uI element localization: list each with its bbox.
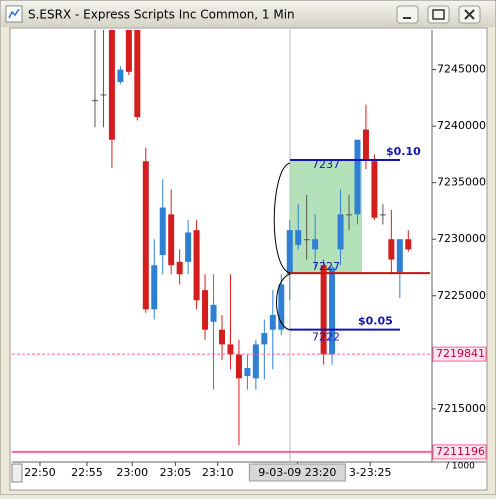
window-buttons	[396, 5, 481, 24]
candle-body	[219, 329, 225, 345]
window-title: S.ESRX - Express Scripts Inc Common, 1 M…	[28, 8, 295, 22]
y-tick-label: 7230000	[437, 232, 486, 245]
candle-body	[379, 214, 386, 216]
price-annotation: 7237	[312, 158, 340, 171]
candle-body	[151, 265, 158, 310]
level-label: $0.10	[386, 145, 421, 158]
app-icon-graph	[8, 8, 20, 19]
candle-body	[346, 214, 353, 216]
candle-body	[362, 129, 369, 161]
candle-body	[388, 239, 395, 260]
x-tick-label: 23:10	[202, 466, 234, 479]
x-tick-label: 23:00	[116, 466, 148, 479]
candle-body	[142, 161, 149, 310]
candle-body	[91, 100, 98, 102]
candle-body	[312, 239, 319, 250]
candle-body	[117, 69, 124, 83]
candle-body	[396, 239, 403, 273]
candle-body	[185, 232, 192, 262]
candle-body	[295, 230, 302, 245]
bracket	[276, 273, 291, 331]
price-marker-label: 7211196	[436, 445, 485, 458]
plot	[91, 30, 412, 446]
candle-body	[210, 304, 217, 322]
x-tick-label: 22:50	[24, 466, 56, 479]
scale-label: / 1000	[446, 462, 475, 472]
y-tick-label: 7245000	[437, 63, 486, 76]
y-tick-label: 7240000	[437, 119, 486, 132]
candle-body	[286, 230, 293, 275]
y-tick-label: 7235000	[437, 176, 486, 189]
maximize-icon	[432, 9, 445, 20]
minimize-button[interactable]	[396, 5, 419, 24]
x-tick-label: 3-23:25	[349, 466, 392, 479]
candle-body	[278, 284, 285, 330]
x-tick-label: 9-03-09 23:20	[258, 466, 336, 479]
candle-body	[261, 333, 268, 345]
price-marker-box	[432, 444, 487, 460]
maximize-button[interactable]	[427, 5, 450, 24]
chart-area	[9, 27, 488, 491]
range-box	[290, 160, 362, 274]
candle-body	[320, 265, 327, 355]
candle-body	[134, 30, 141, 118]
y-tick-label: 7215000	[437, 402, 486, 415]
candle-body	[269, 314, 276, 330]
candle-body	[337, 214, 344, 250]
x-tick-label: 22:55	[71, 466, 103, 479]
candle-body	[193, 230, 200, 301]
candle-body	[176, 261, 183, 275]
candle-body	[227, 344, 234, 355]
y-tick-label: 7225000	[437, 289, 486, 302]
candle-body	[100, 94, 107, 96]
candle-body	[108, 30, 115, 140]
x-tick-label: 23:05	[160, 466, 192, 479]
scroll-box[interactable]	[11, 463, 23, 483]
price-annotation: 7227	[312, 260, 340, 273]
price-annotation: 7222	[312, 331, 340, 344]
candle-body	[125, 30, 132, 72]
candle-body	[371, 161, 378, 218]
close-icon	[464, 9, 475, 20]
candle-body	[244, 368, 251, 377]
candle-body	[252, 344, 259, 379]
candle-body	[159, 207, 166, 256]
candle-body	[202, 290, 209, 330]
candle-body	[235, 354, 242, 379]
candle-body	[303, 239, 310, 241]
bracket	[273, 162, 291, 274]
candle-body	[329, 267, 336, 355]
x-tick-highlight	[248, 463, 346, 482]
price-marker-label: 7219841	[436, 347, 485, 360]
candle-body	[168, 214, 175, 266]
candle-body	[405, 239, 412, 250]
candle-body	[354, 139, 361, 215]
price-marker-box	[432, 346, 487, 362]
level-label: $0.05	[358, 315, 393, 328]
